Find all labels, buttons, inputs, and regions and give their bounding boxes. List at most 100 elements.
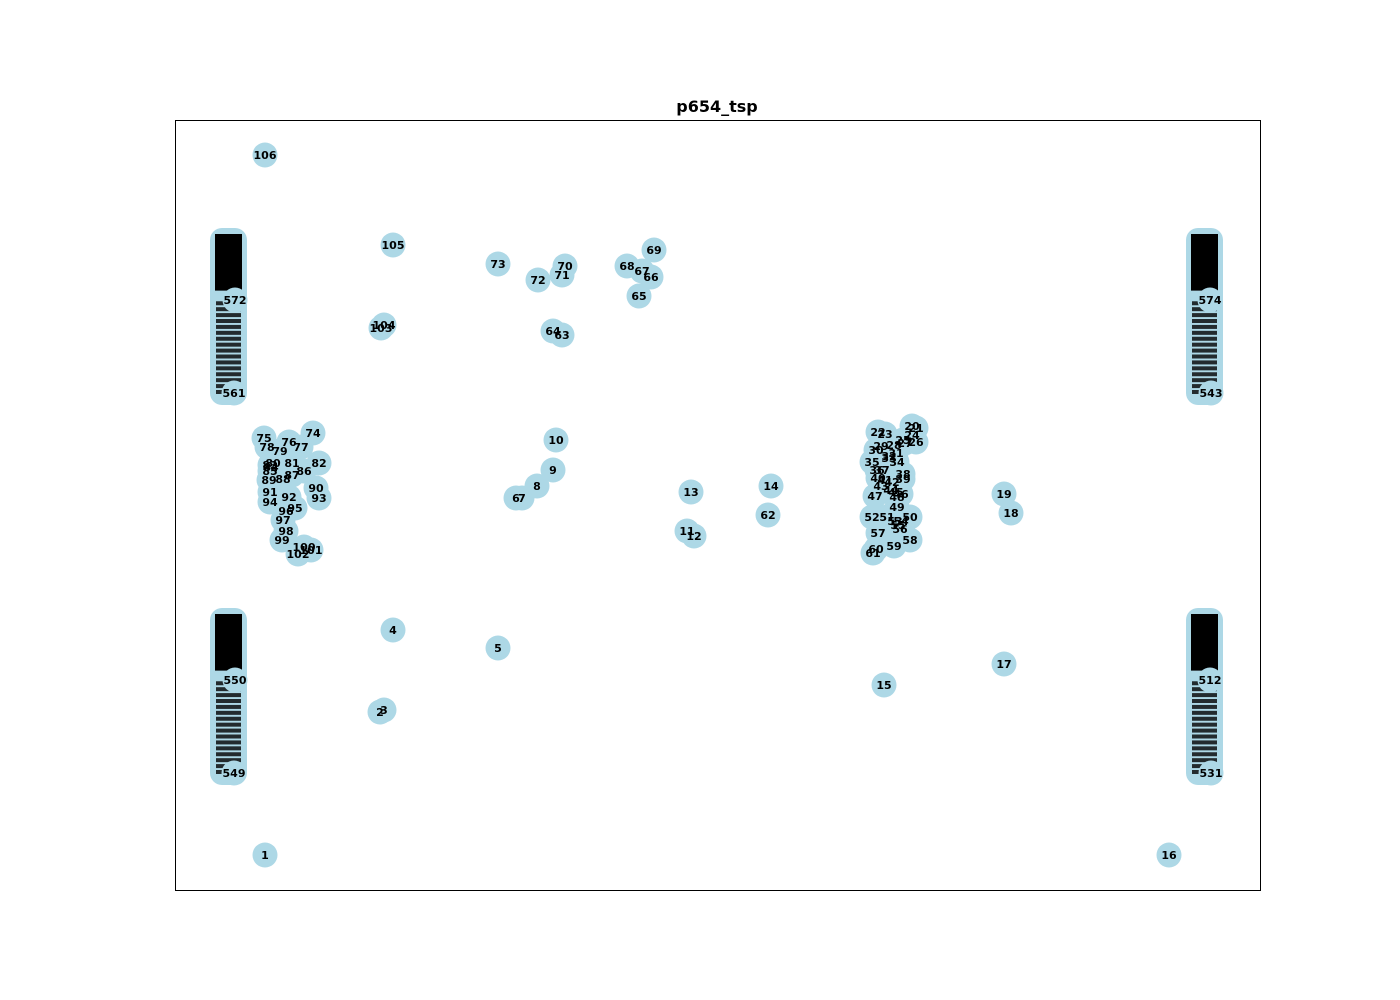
node-label-84: 84 — [263, 461, 279, 474]
node-label-4: 4 — [389, 624, 397, 637]
node-106 — [252, 142, 278, 168]
node-531 — [1198, 760, 1224, 786]
node-label-18: 18 — [1003, 507, 1018, 520]
node-label-22: 22 — [870, 426, 885, 439]
node-label-7: 7 — [518, 492, 526, 505]
node-47 — [862, 483, 888, 509]
node-label-82: 82 — [311, 457, 326, 470]
node-cluster-labels-2 — [1191, 234, 1218, 291]
node-19 — [991, 481, 1017, 507]
node-label-78: 78 — [259, 441, 274, 454]
node-label-77: 77 — [293, 441, 308, 454]
node-cluster-label-row — [1192, 704, 1217, 709]
node-cluster-label-row — [1192, 354, 1217, 359]
node-label-37: 37 — [874, 464, 889, 477]
node-label-40: 40 — [870, 472, 886, 485]
node-4 — [380, 617, 406, 643]
node-cluster-label-row — [216, 746, 241, 751]
node-label-100: 100 — [293, 541, 316, 554]
node-18 — [998, 500, 1024, 526]
node-label-66: 66 — [643, 271, 659, 284]
node-cluster-label-row — [1192, 372, 1217, 377]
node-label-88: 88 — [275, 473, 290, 486]
node-cluster-label-row — [216, 336, 241, 341]
node-label-69: 69 — [646, 244, 661, 257]
node-label-512: 512 — [1199, 674, 1222, 687]
node-label-97: 97 — [275, 514, 290, 527]
node-label-543: 543 — [1200, 387, 1223, 400]
node-cluster-label-row — [216, 728, 241, 733]
node-label-561: 561 — [223, 387, 246, 400]
node-label-67: 67 — [634, 265, 649, 278]
node-label-58: 58 — [902, 534, 917, 547]
node-572 — [222, 287, 248, 313]
node-cluster-label-row — [1192, 746, 1217, 751]
node-15 — [871, 672, 897, 698]
node-cluster-labels-4 — [1191, 614, 1218, 671]
node-label-5: 5 — [494, 642, 502, 655]
node-label-98: 98 — [278, 525, 293, 538]
node-543 — [1198, 380, 1224, 406]
node-550 — [222, 667, 248, 693]
node-561 — [221, 380, 247, 406]
node-10 — [543, 427, 569, 453]
node-5 — [485, 635, 511, 661]
node-label-23: 23 — [877, 428, 892, 441]
node-label-531: 531 — [1200, 767, 1223, 780]
node-label-93: 93 — [311, 492, 326, 505]
node-label-549: 549 — [223, 767, 246, 780]
node-label-70: 70 — [557, 260, 573, 273]
node-label-32: 32 — [881, 450, 896, 463]
node-label-102: 102 — [287, 548, 310, 561]
node-label-12: 12 — [686, 530, 701, 543]
node-61 — [860, 540, 886, 566]
node-label-72: 72 — [530, 274, 545, 287]
node-label-53: 53 — [887, 515, 902, 528]
node-label-55: 55 — [890, 519, 905, 532]
node-cluster-label-row — [1192, 740, 1217, 745]
node-65 — [626, 283, 652, 309]
node-cluster-label-row — [216, 710, 241, 715]
node-label-64: 64 — [545, 325, 561, 338]
node-label-91: 91 — [262, 486, 277, 499]
node-label-103: 103 — [370, 322, 393, 335]
chart-title: p654_tsp — [676, 97, 757, 116]
node-73 — [485, 251, 511, 277]
node-label-94: 94 — [262, 496, 278, 509]
node-label-71: 71 — [554, 269, 569, 282]
node-8 — [524, 473, 550, 499]
plot-frame — [175, 120, 1261, 891]
node-cluster-labels-1 — [215, 234, 242, 291]
node-label-11: 11 — [679, 525, 694, 538]
node-label-39: 39 — [895, 473, 910, 486]
node-cluster-label-row — [1192, 360, 1217, 365]
node-cluster-label-row — [1192, 330, 1217, 335]
node-102 — [285, 541, 311, 567]
node-label-73: 73 — [490, 258, 505, 271]
node-cluster-label-row — [216, 313, 241, 318]
node-label-50: 50 — [902, 511, 918, 524]
node-label-90: 90 — [308, 482, 324, 495]
node-62 — [755, 502, 781, 528]
node-label-68: 68 — [619, 260, 634, 273]
node-label-52: 52 — [864, 511, 879, 524]
node-label-2: 2 — [376, 706, 384, 719]
node-label-62: 62 — [760, 509, 775, 522]
node-label-83: 83 — [262, 459, 277, 472]
node-label-96: 96 — [278, 505, 294, 518]
node-1 — [252, 842, 278, 868]
node-label-28: 28 — [886, 439, 901, 452]
node-cluster-label-row — [216, 693, 241, 698]
node-label-21: 21 — [908, 422, 923, 435]
node-label-30: 30 — [868, 444, 884, 457]
node-label-19: 19 — [996, 488, 1011, 501]
node-label-10: 10 — [548, 434, 564, 447]
node-label-81: 81 — [284, 457, 299, 470]
node-12 — [681, 523, 707, 549]
node-label-46: 46 — [893, 488, 909, 501]
node-label-63: 63 — [554, 329, 569, 342]
node-cluster-label-row — [1192, 348, 1217, 353]
node-label-92: 92 — [281, 491, 296, 504]
node-9 — [540, 457, 566, 483]
